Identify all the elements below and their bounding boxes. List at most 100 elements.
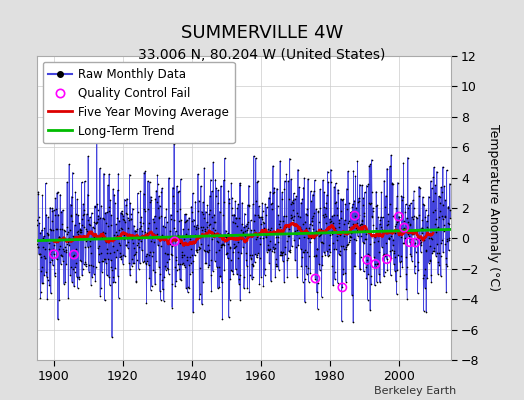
- Point: [253, 252, 261, 258]
- Point: [158, 286, 167, 293]
- Point: [289, 200, 297, 206]
- Point: [272, 234, 281, 240]
- Point: [39, 280, 48, 286]
- Point: [205, 207, 214, 214]
- Point: [369, 228, 378, 234]
- Point: [372, 264, 380, 271]
- Point: [168, 193, 177, 199]
- Point: [152, 188, 160, 194]
- Point: [408, 258, 416, 264]
- Point: [195, 264, 204, 271]
- Point: [37, 227, 46, 234]
- Point: [406, 239, 414, 245]
- Point: [196, 233, 205, 240]
- Point: [103, 272, 111, 278]
- Point: [249, 153, 258, 159]
- Point: [158, 276, 167, 283]
- Point: [444, 203, 453, 210]
- Point: [37, 254, 45, 260]
- Y-axis label: Temperature Anomaly (°C): Temperature Anomaly (°C): [486, 124, 499, 292]
- Point: [355, 212, 364, 218]
- Point: [267, 206, 276, 212]
- Point: [162, 264, 171, 271]
- Point: [77, 229, 85, 235]
- Point: [73, 230, 82, 237]
- Point: [45, 282, 53, 288]
- Point: [117, 224, 125, 231]
- Point: [361, 227, 369, 234]
- Point: [402, 286, 411, 292]
- Point: [263, 248, 271, 255]
- Point: [104, 182, 112, 188]
- Point: [246, 272, 254, 278]
- Point: [343, 242, 352, 248]
- Point: [86, 262, 95, 268]
- Point: [225, 196, 234, 202]
- Point: [341, 229, 349, 235]
- Point: [188, 218, 196, 224]
- Point: [234, 201, 243, 208]
- Point: [356, 254, 365, 260]
- Point: [333, 212, 342, 218]
- Point: [140, 206, 148, 212]
- Point: [254, 250, 263, 256]
- Point: [432, 250, 441, 257]
- Point: [234, 254, 243, 261]
- Point: [245, 289, 254, 295]
- Point: [340, 233, 348, 239]
- Point: [117, 208, 126, 214]
- Point: [319, 240, 327, 247]
- Point: [421, 214, 430, 220]
- Point: [161, 223, 169, 230]
- Point: [214, 187, 222, 194]
- Point: [442, 289, 451, 296]
- Point: [42, 274, 51, 280]
- Point: [170, 200, 179, 207]
- Point: [247, 256, 256, 262]
- Point: [275, 221, 283, 227]
- Point: [296, 214, 304, 220]
- Point: [394, 252, 402, 258]
- Point: [48, 208, 57, 214]
- Point: [265, 247, 273, 254]
- Point: [256, 255, 264, 261]
- Point: [224, 230, 232, 236]
- Point: [164, 266, 172, 272]
- Point: [78, 272, 86, 278]
- Point: [406, 239, 414, 245]
- Point: [346, 209, 355, 216]
- Point: [194, 171, 202, 177]
- Point: [236, 180, 244, 186]
- Point: [274, 202, 282, 209]
- Point: [441, 197, 450, 203]
- Point: [353, 158, 362, 164]
- Point: [174, 260, 182, 267]
- Point: [165, 233, 173, 240]
- Point: [400, 224, 408, 231]
- Point: [53, 190, 61, 196]
- Point: [417, 242, 425, 248]
- Point: [428, 185, 436, 192]
- Point: [417, 248, 425, 255]
- Point: [405, 228, 413, 234]
- Point: [60, 281, 68, 287]
- Point: [414, 212, 423, 218]
- Point: [181, 231, 190, 238]
- Point: [410, 230, 419, 236]
- Point: [241, 210, 249, 217]
- Point: [361, 189, 369, 196]
- Point: [357, 233, 365, 239]
- Point: [226, 276, 235, 282]
- Point: [119, 252, 127, 259]
- Point: [342, 246, 350, 253]
- Point: [106, 197, 114, 203]
- Point: [290, 237, 299, 244]
- Point: [359, 202, 367, 208]
- Point: [350, 168, 358, 174]
- Point: [360, 210, 368, 216]
- Point: [334, 190, 342, 196]
- Point: [280, 278, 288, 285]
- Point: [264, 226, 272, 232]
- Point: [237, 250, 246, 256]
- Point: [142, 253, 150, 260]
